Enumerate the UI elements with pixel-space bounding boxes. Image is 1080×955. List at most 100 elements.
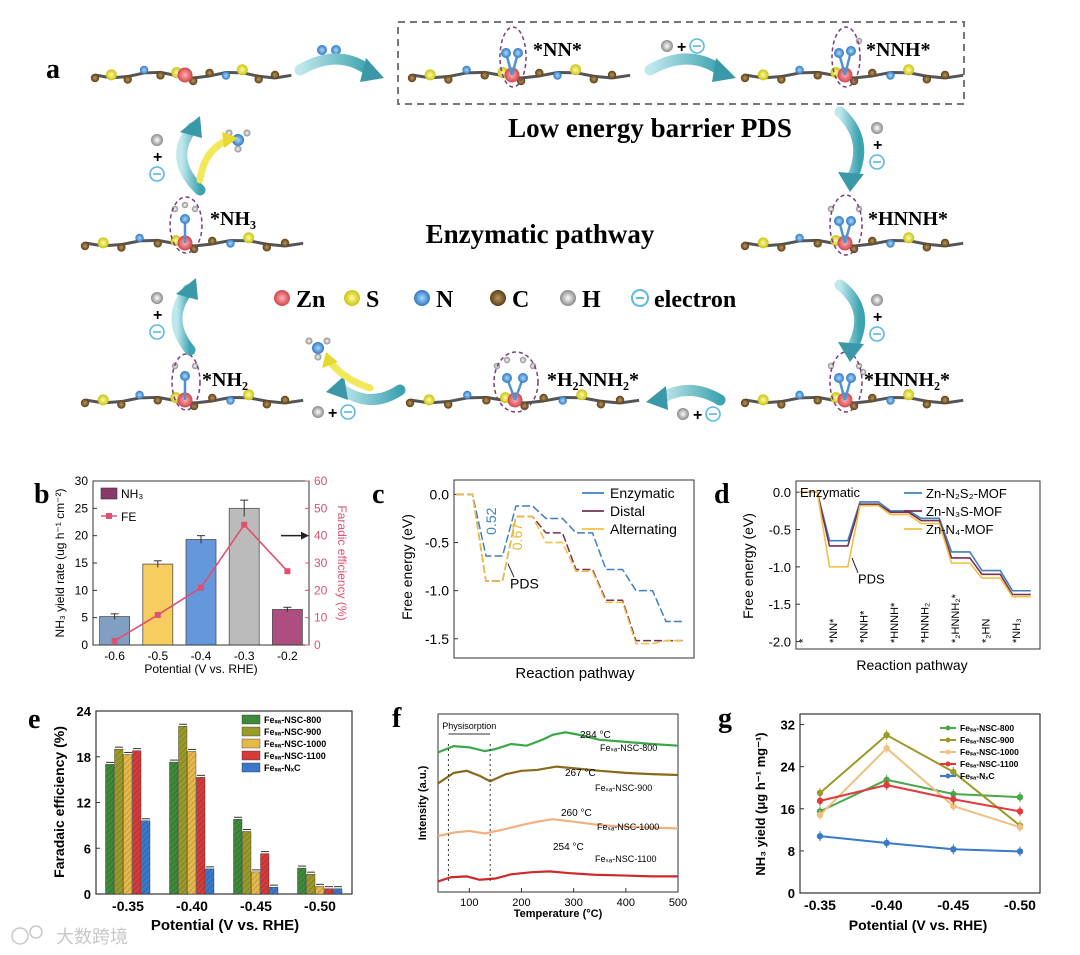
- y-tick-label: 24: [781, 760, 796, 775]
- active-site-highlight: [499, 26, 527, 88]
- carbon-atom: [813, 71, 822, 80]
- product-arrow-nh3-2: [326, 358, 374, 392]
- bar-hatch: [251, 871, 260, 894]
- arrow-step-2-head: [712, 58, 736, 82]
- pathway-title: Enzymatic pathway: [426, 219, 655, 249]
- y-tick-label: -0.5: [769, 523, 791, 538]
- chart-b: 0 5 10 15 20 25 30 0 10 20 30 40 50 60 -0.6 -0.5 -0.4 -0.…: [75, 474, 328, 663]
- carbon-atom: [262, 400, 272, 409]
- pds-label: PDS: [858, 571, 885, 586]
- catalyst-sheet: [80, 353, 304, 411]
- active-site-highlight: [171, 353, 201, 411]
- plot-frame-c: [453, 479, 695, 659]
- bond: [520, 74, 540, 80]
- x-tick-label: *: [798, 638, 810, 643]
- nitrogen-atom: [834, 216, 844, 226]
- peak-label: 254 °C: [553, 842, 584, 853]
- carbon-atom: [813, 396, 822, 405]
- active-site-highlight: [169, 196, 203, 254]
- sulfur-atom: [576, 389, 588, 401]
- bond: [781, 239, 800, 247]
- carbon-atom: [208, 393, 217, 403]
- hydrogen-reactant-icon: [871, 122, 883, 134]
- nitrogen-atom: [331, 45, 341, 55]
- chart-c: 0.0 -0.5 -1.0 -1.5 Enzymatic Distal Alternatin…: [425, 485, 683, 647]
- x-tick-label: 400: [617, 897, 635, 909]
- active-site-highlight: [831, 26, 861, 88]
- arrow-step-3: [834, 106, 865, 184]
- panel-letter-f: f: [392, 703, 402, 734]
- peak-label: 267 °C: [565, 768, 596, 779]
- carbon-atom: [558, 396, 567, 405]
- yield-line: [819, 733, 1021, 827]
- x-tick-label: 200: [512, 897, 530, 909]
- carbon-atom: [270, 70, 280, 80]
- y-tick-label: 25: [75, 501, 89, 515]
- hydrogen-atom: [314, 353, 322, 361]
- carbon-atom: [740, 73, 750, 83]
- hydrogen-reactant-icon: [661, 40, 673, 52]
- bar-hatch: [196, 777, 205, 894]
- plus-sign: +: [153, 307, 162, 324]
- legend-swatch: [241, 738, 261, 749]
- y-tick-label: 30: [75, 474, 89, 488]
- molecule-models: [80, 26, 964, 413]
- plus-sign: +: [677, 39, 686, 56]
- carbon-atom: [480, 71, 489, 80]
- bond: [524, 399, 544, 405]
- legend-label: Feₛₐ-NSC-1000: [960, 747, 1019, 757]
- carbon-atom: [117, 243, 126, 252]
- curve-label: Feₛₐ-NSC-1100: [595, 854, 657, 864]
- legend-marker: [945, 737, 951, 743]
- x-tick-label: -0.45: [240, 898, 272, 914]
- bond: [447, 396, 468, 404]
- bond: [781, 71, 800, 79]
- x-tick-label: *₂HN: [981, 619, 993, 643]
- ylabel-d: Free energy (eV): [740, 513, 756, 619]
- arrow-step-1: [294, 53, 374, 76]
- carbon-atom: [777, 400, 786, 409]
- legend-label: Feₛₐ-NSC-1100: [264, 751, 326, 761]
- legend-label: Feₛₐ-NSC-1000: [264, 739, 326, 749]
- bond: [448, 71, 467, 79]
- legend-swatch: [241, 714, 261, 725]
- legend-marker-fe: [106, 513, 112, 519]
- catalyst-sheet: [405, 351, 640, 413]
- carbon-atom: [868, 393, 877, 403]
- arrow-step-7: [171, 284, 196, 356]
- product-arrow-nh3-2-head: [322, 352, 338, 368]
- y-tick-label: 12: [77, 796, 91, 811]
- x-tick-label: -0.35: [112, 898, 144, 914]
- carbon-atom: [740, 241, 750, 251]
- active-site-highlight: [829, 194, 863, 256]
- sulfur-atom: [97, 394, 109, 406]
- bar-hatch: [269, 887, 278, 894]
- plot-frame-d: [795, 480, 1041, 650]
- carbon-atom: [795, 390, 804, 400]
- y2-tick-label: 0: [314, 638, 321, 652]
- bar-hatch: [315, 886, 324, 894]
- panel-letter-e: e: [28, 704, 40, 735]
- catalyst-sheet: [80, 196, 304, 254]
- legend-label: NH₃: [121, 487, 143, 501]
- hydrogen-atom: [305, 337, 313, 345]
- sulfur-atom: [757, 237, 769, 249]
- carbon-atom: [205, 68, 214, 78]
- bar-hatch: [324, 888, 333, 894]
- panel-letter-b: b: [34, 479, 50, 510]
- x-tick-label: 100: [460, 897, 478, 909]
- nitrogen-atom: [518, 373, 528, 383]
- carbon-atom: [607, 70, 617, 80]
- tpd-curve: [437, 731, 679, 754]
- ylabel-g: NH₃ yield (μg h⁻¹ mg⁻¹): [753, 732, 768, 875]
- legend-label: Feₛₐ-NSC-1100: [960, 759, 1019, 769]
- carbon-atom: [405, 398, 415, 408]
- y-tick-label: 18: [77, 750, 91, 765]
- sulfur-atom: [903, 389, 915, 401]
- hydrogen-atom: [855, 37, 863, 45]
- hydrogen-atom: [243, 129, 251, 137]
- panel-letter-a: a: [46, 54, 60, 85]
- carbon-atom: [922, 243, 932, 252]
- bond: [121, 239, 140, 247]
- pds-highlight-box: [397, 21, 965, 105]
